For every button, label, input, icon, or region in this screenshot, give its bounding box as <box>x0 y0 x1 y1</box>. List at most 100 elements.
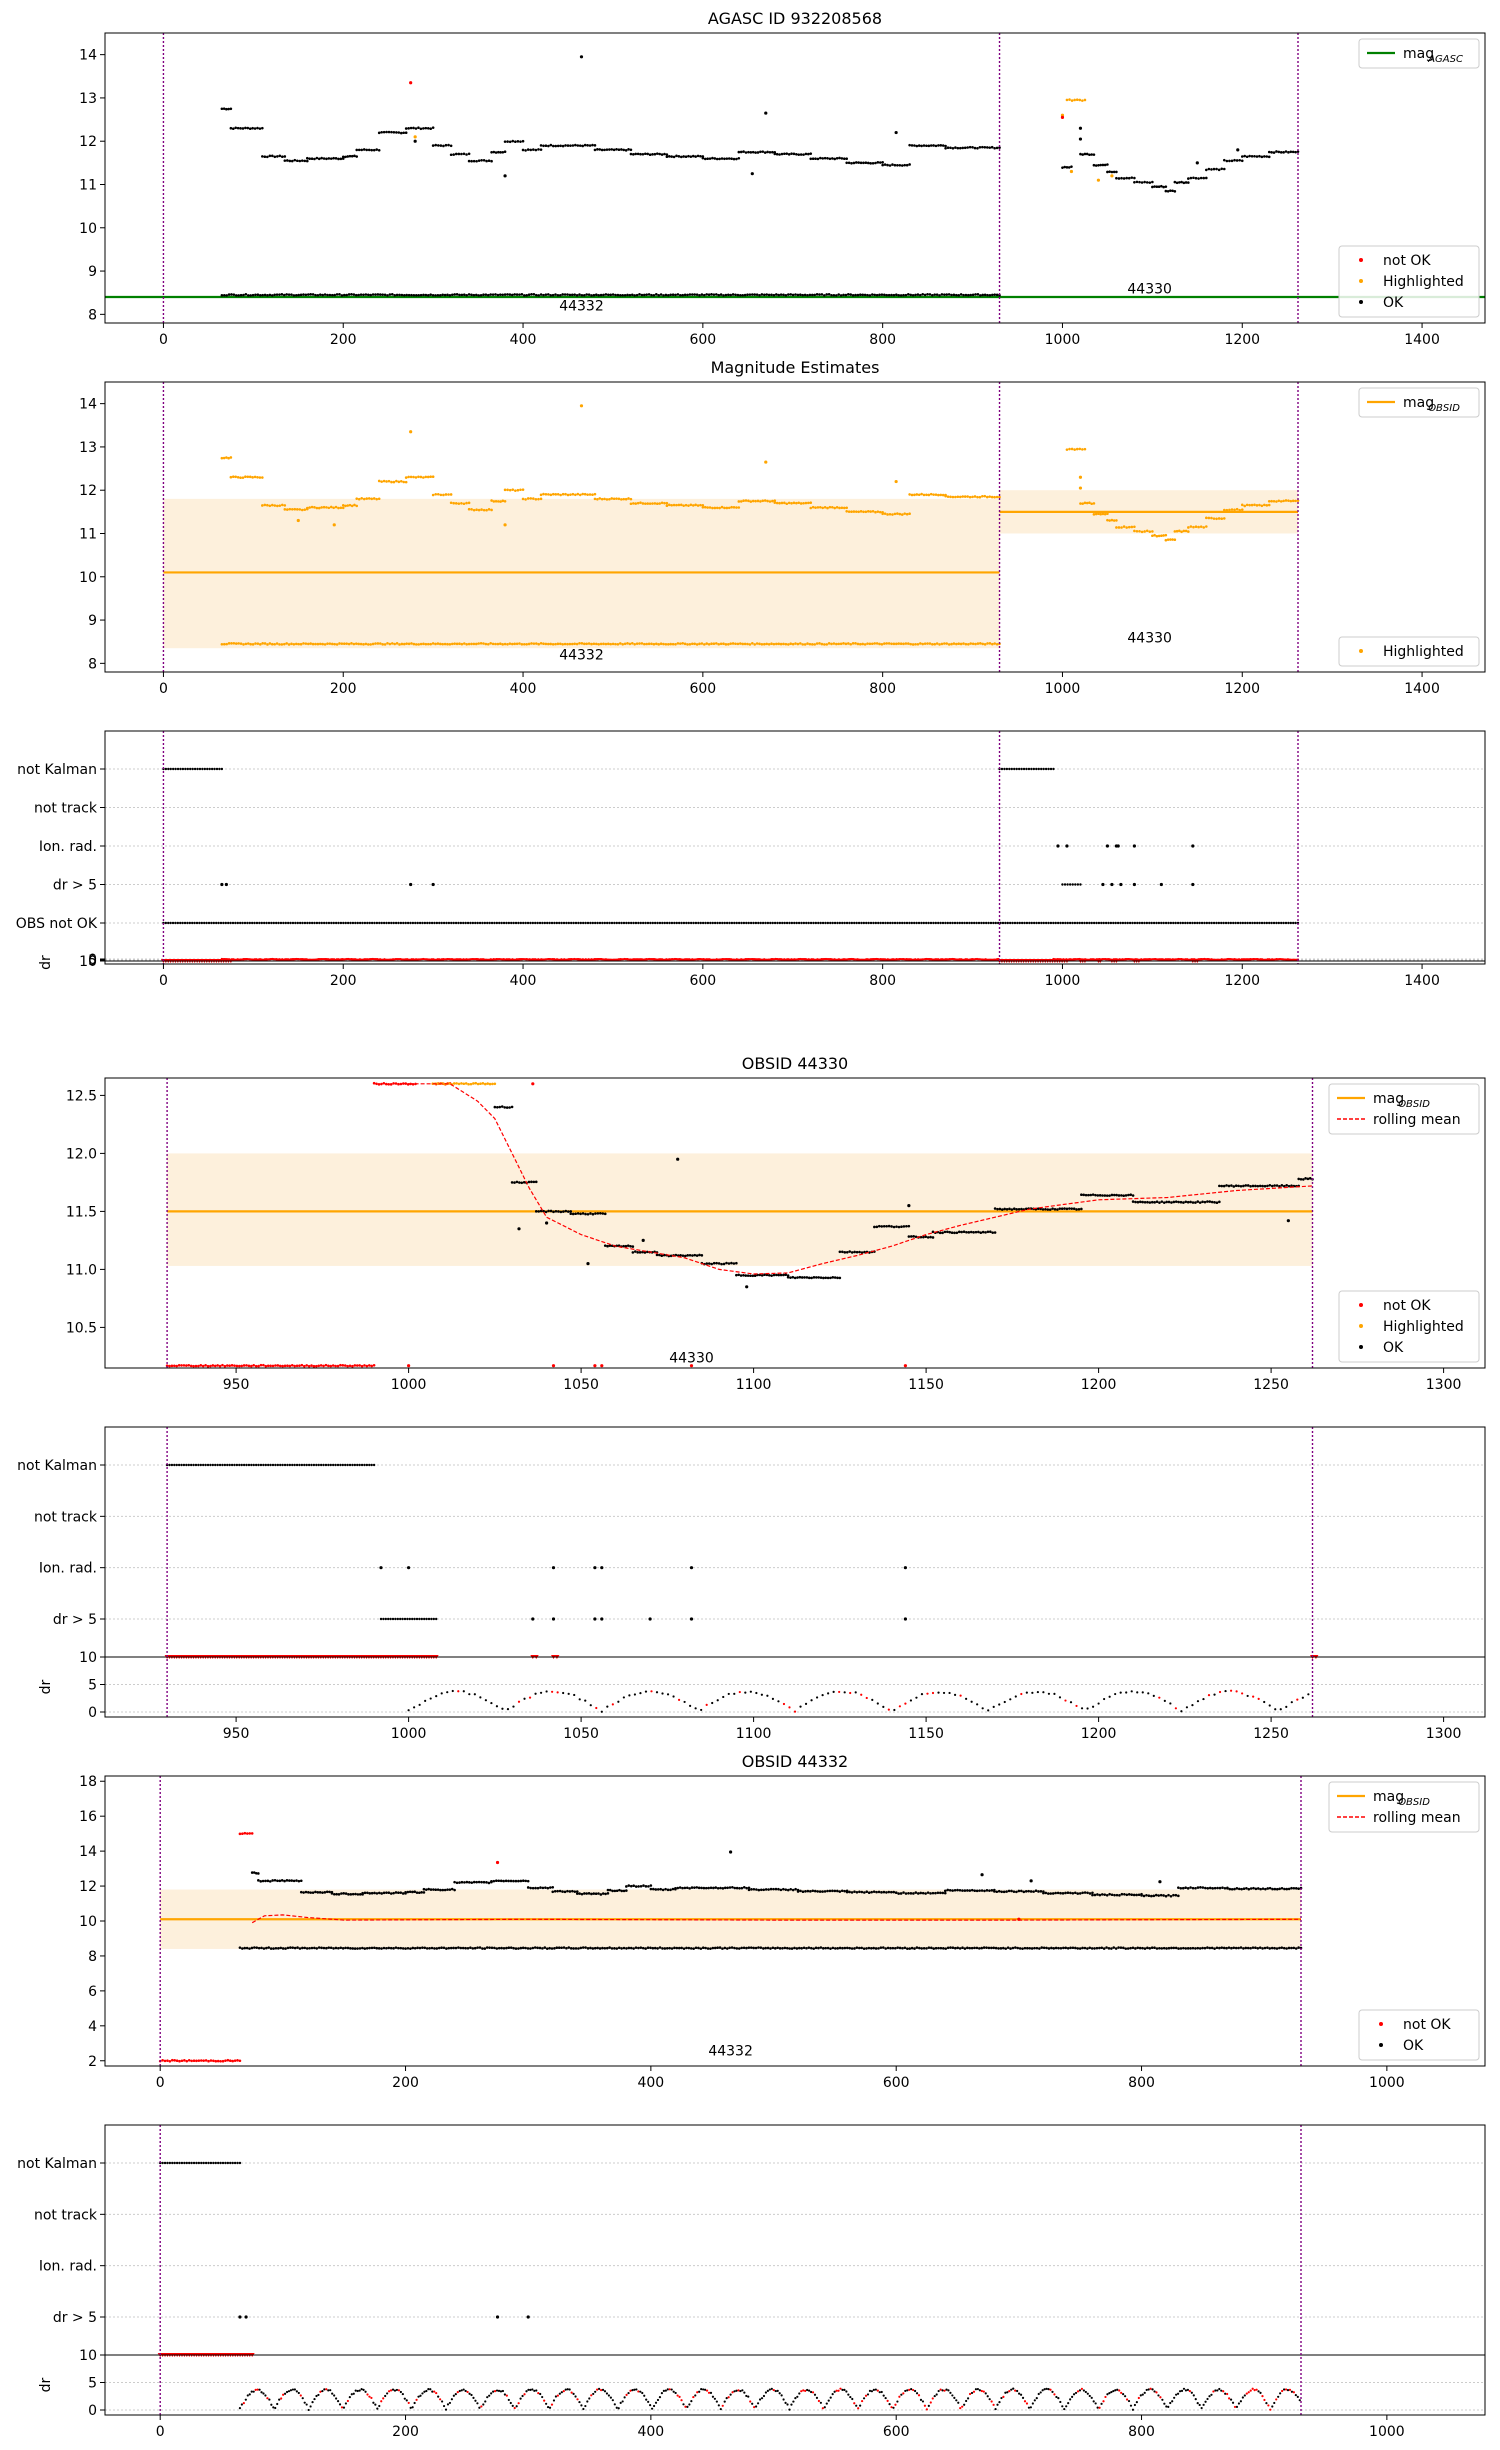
data-point <box>444 143 448 147</box>
x-tick-label: 800 <box>869 973 896 989</box>
data-point <box>407 127 410 130</box>
data-point <box>835 642 838 646</box>
data-point <box>872 1946 875 1950</box>
status-mark <box>913 921 916 925</box>
data-point <box>303 508 307 511</box>
data-point <box>229 456 233 459</box>
data-point <box>296 1946 299 1949</box>
status-mark <box>354 921 357 925</box>
data-point <box>1080 1193 1083 1196</box>
data-point <box>454 1946 458 1950</box>
status-mark <box>360 1463 364 1467</box>
data-point <box>693 293 697 296</box>
data-point <box>966 146 969 149</box>
data-point <box>610 1244 614 1248</box>
data-point <box>529 497 533 500</box>
data-point <box>619 642 622 645</box>
data-point <box>1178 181 1181 184</box>
status-mark <box>903 1566 908 1570</box>
data-point <box>429 293 432 296</box>
data-point <box>971 642 975 646</box>
data-point <box>587 293 591 296</box>
data-point <box>1203 1200 1207 1204</box>
data-point <box>671 293 675 297</box>
data-point <box>556 642 560 646</box>
data-point <box>245 1364 248 1367</box>
status-mark <box>493 921 496 925</box>
data-point <box>302 1891 305 1894</box>
status-mark <box>380 921 383 925</box>
data-point <box>820 642 824 646</box>
data-point <box>575 642 579 646</box>
legend-swatch <box>1359 1303 1363 1307</box>
status-mark <box>291 921 295 925</box>
data-point <box>447 493 450 496</box>
data-point <box>545 1947 549 1950</box>
data-point <box>178 2059 181 2063</box>
data-point <box>655 293 658 296</box>
data-point <box>503 150 507 153</box>
data-point <box>598 497 602 500</box>
data-point <box>289 1946 292 1949</box>
data-point <box>927 144 931 148</box>
data-point <box>258 127 262 130</box>
status-mark <box>1284 921 1288 925</box>
data-point <box>542 144 545 148</box>
data-point <box>305 1364 309 1367</box>
dr-point <box>413 1706 416 1709</box>
data-point <box>904 293 908 297</box>
data-point <box>236 476 240 479</box>
data-point <box>732 157 736 161</box>
data-point <box>908 1947 912 1950</box>
data-point <box>298 1364 301 1367</box>
data-point <box>264 1364 268 1368</box>
data-point <box>339 1363 342 1367</box>
data-point <box>1172 1200 1176 1204</box>
legend-label: mag <box>1403 395 1434 411</box>
data-point <box>623 642 627 646</box>
dr-point <box>771 1697 775 1700</box>
data-point <box>766 150 769 154</box>
data-point <box>268 154 272 158</box>
data-point <box>248 1947 251 1950</box>
data-point <box>378 642 382 645</box>
legend-swatch <box>1359 300 1363 304</box>
data-point <box>753 293 757 296</box>
data-point <box>1042 1946 1046 1950</box>
status-mark <box>423 921 427 925</box>
data-point <box>1079 152 1082 156</box>
data-point <box>484 293 488 296</box>
data-point <box>419 293 423 297</box>
data-point <box>950 293 953 297</box>
data-point <box>859 293 862 297</box>
data-point <box>476 1082 480 1086</box>
data-point <box>445 1947 448 1950</box>
data-point <box>338 293 341 296</box>
data-point <box>753 1274 757 1278</box>
status-mark <box>795 921 798 925</box>
data-point <box>623 293 627 297</box>
data-point <box>814 506 817 509</box>
data-point <box>447 1946 451 1950</box>
status-mark <box>653 921 657 925</box>
data-point <box>230 1364 234 1367</box>
data-point <box>756 151 760 154</box>
data-point <box>922 1946 926 1950</box>
data-point <box>718 1946 722 1949</box>
data-point <box>735 1273 738 1277</box>
data-point <box>648 153 652 157</box>
status-mark <box>984 921 988 925</box>
data-point <box>1278 1946 1281 1950</box>
status-mark <box>240 1463 243 1467</box>
data-point <box>300 159 304 162</box>
data-point <box>199 1364 203 1367</box>
data-point <box>646 1250 649 1254</box>
data-point <box>455 1082 458 1085</box>
data-point <box>983 643 987 646</box>
data-point <box>845 161 848 165</box>
data-point <box>586 1212 590 1216</box>
status-mark <box>517 921 520 925</box>
data-point <box>537 1210 541 1213</box>
status-mark <box>1088 921 1091 925</box>
